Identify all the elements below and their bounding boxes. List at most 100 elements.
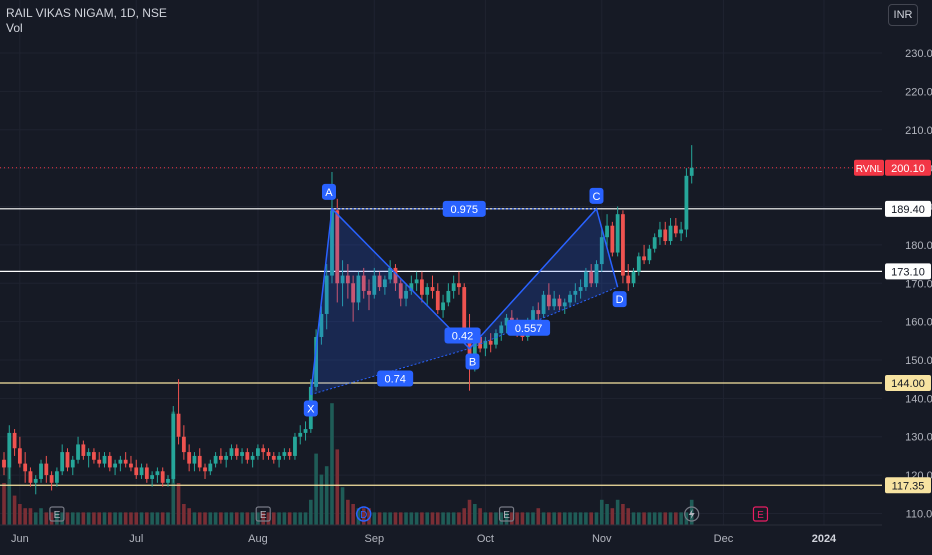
candle-body [129, 463, 133, 468]
event-label: D [360, 510, 367, 521]
candle-body [689, 167, 694, 176]
candle-body [33, 478, 38, 483]
candle-body [631, 271, 636, 284]
volume-bar [346, 499, 350, 525]
volume-bar [123, 512, 128, 525]
ratio-label: 0.74 [384, 374, 405, 386]
volume-bar [584, 512, 588, 525]
candle-body [584, 271, 588, 288]
volume-bar [166, 512, 170, 525]
candle-body [605, 225, 609, 238]
volume-bar [287, 512, 292, 525]
price-axis[interactable]: 110.00120.00130.00140.00150.00160.00170.… [854, 0, 932, 550]
candle-body [155, 471, 160, 476]
currency-button[interactable]: INR [888, 4, 918, 26]
ratio-label: 0.557 [515, 323, 543, 335]
earnings-marker [752, 506, 769, 522]
candle-body [2, 459, 6, 468]
price-tick-label: 110.00 [906, 508, 932, 520]
volume-bar [351, 504, 355, 525]
candle-body [451, 283, 456, 291]
volume-bar [674, 512, 678, 525]
volume-bar [404, 512, 408, 525]
volume-bar [208, 512, 213, 525]
volume-bar [256, 512, 260, 525]
time-axis[interactable]: JunJulAugSepOctNovDec2024FebMar [0, 524, 932, 550]
candle-body [208, 463, 213, 472]
volume-bar [192, 512, 197, 525]
symbol-title[interactable]: RAIL VIKAS NIGAM, 1D, NSE [6, 6, 167, 20]
time-tick-label: Dec [714, 533, 734, 545]
volume-bar [383, 512, 387, 525]
volume-bar [7, 457, 12, 525]
volume-bar [86, 512, 91, 525]
candle-body [594, 264, 599, 284]
pattern-point-b: B [469, 356, 476, 368]
candle-body [176, 413, 181, 437]
candle-body [494, 333, 498, 345]
candle-body [60, 452, 65, 472]
volume-bar [388, 512, 392, 525]
price-line-badge [885, 375, 931, 392]
volume-bar [605, 504, 609, 525]
candle-body [81, 444, 86, 456]
candle-body [139, 467, 144, 476]
candle-body [652, 237, 657, 249]
volume-bar [488, 512, 493, 525]
candle-body [658, 229, 662, 238]
candle-body [615, 214, 620, 253]
volume-bar [282, 512, 287, 525]
volume-bar [372, 512, 377, 525]
candle-body [578, 287, 583, 291]
event-label: E [757, 510, 764, 521]
volume-bar [393, 512, 398, 525]
candle-body [393, 267, 398, 284]
pattern-point-d: D [616, 294, 624, 306]
volume-bar [435, 512, 440, 525]
pattern-point-x: X [307, 404, 315, 416]
volume-bar [414, 512, 419, 525]
volume-bars [2, 403, 694, 525]
candle-body [398, 283, 403, 299]
candle-body [65, 452, 70, 468]
volume-bar [478, 508, 482, 525]
volume-bar [18, 504, 22, 525]
candle-body [430, 287, 435, 291]
candle-body [166, 478, 170, 483]
volume-bar [250, 512, 255, 525]
candle-body [224, 455, 229, 460]
volume-bar [462, 508, 467, 525]
volume-indicator-label[interactable]: Vol [6, 21, 23, 35]
volume-bar [663, 512, 668, 525]
candle-body [293, 436, 297, 456]
earnings-marker [255, 506, 271, 522]
flash-icon [684, 506, 700, 522]
volume-bar [473, 504, 477, 525]
price-tick-label: 230.00 [905, 48, 932, 60]
candle-body [541, 294, 546, 314]
volume-bar [525, 512, 530, 525]
volume-bar [330, 403, 334, 525]
volume-bar [298, 512, 303, 525]
volume-bar [552, 512, 556, 525]
volume-bar [92, 512, 96, 525]
candle-body [562, 302, 567, 307]
pattern-point-a: A [325, 187, 333, 199]
volume-bar [33, 512, 38, 525]
symbol-badge [854, 159, 884, 176]
candle-body [107, 455, 112, 468]
volume-bar [441, 512, 445, 525]
price-line-label: 189.40 [891, 204, 925, 216]
volume-bar [367, 508, 371, 525]
volume-bar [557, 512, 562, 525]
candle-body [7, 432, 12, 468]
volume-bar [377, 512, 382, 525]
candle-body [303, 429, 308, 433]
price-tick-label: 140.00 [905, 393, 932, 405]
candle-body [192, 455, 197, 464]
candle-body [229, 448, 234, 456]
candle-body [462, 287, 467, 330]
